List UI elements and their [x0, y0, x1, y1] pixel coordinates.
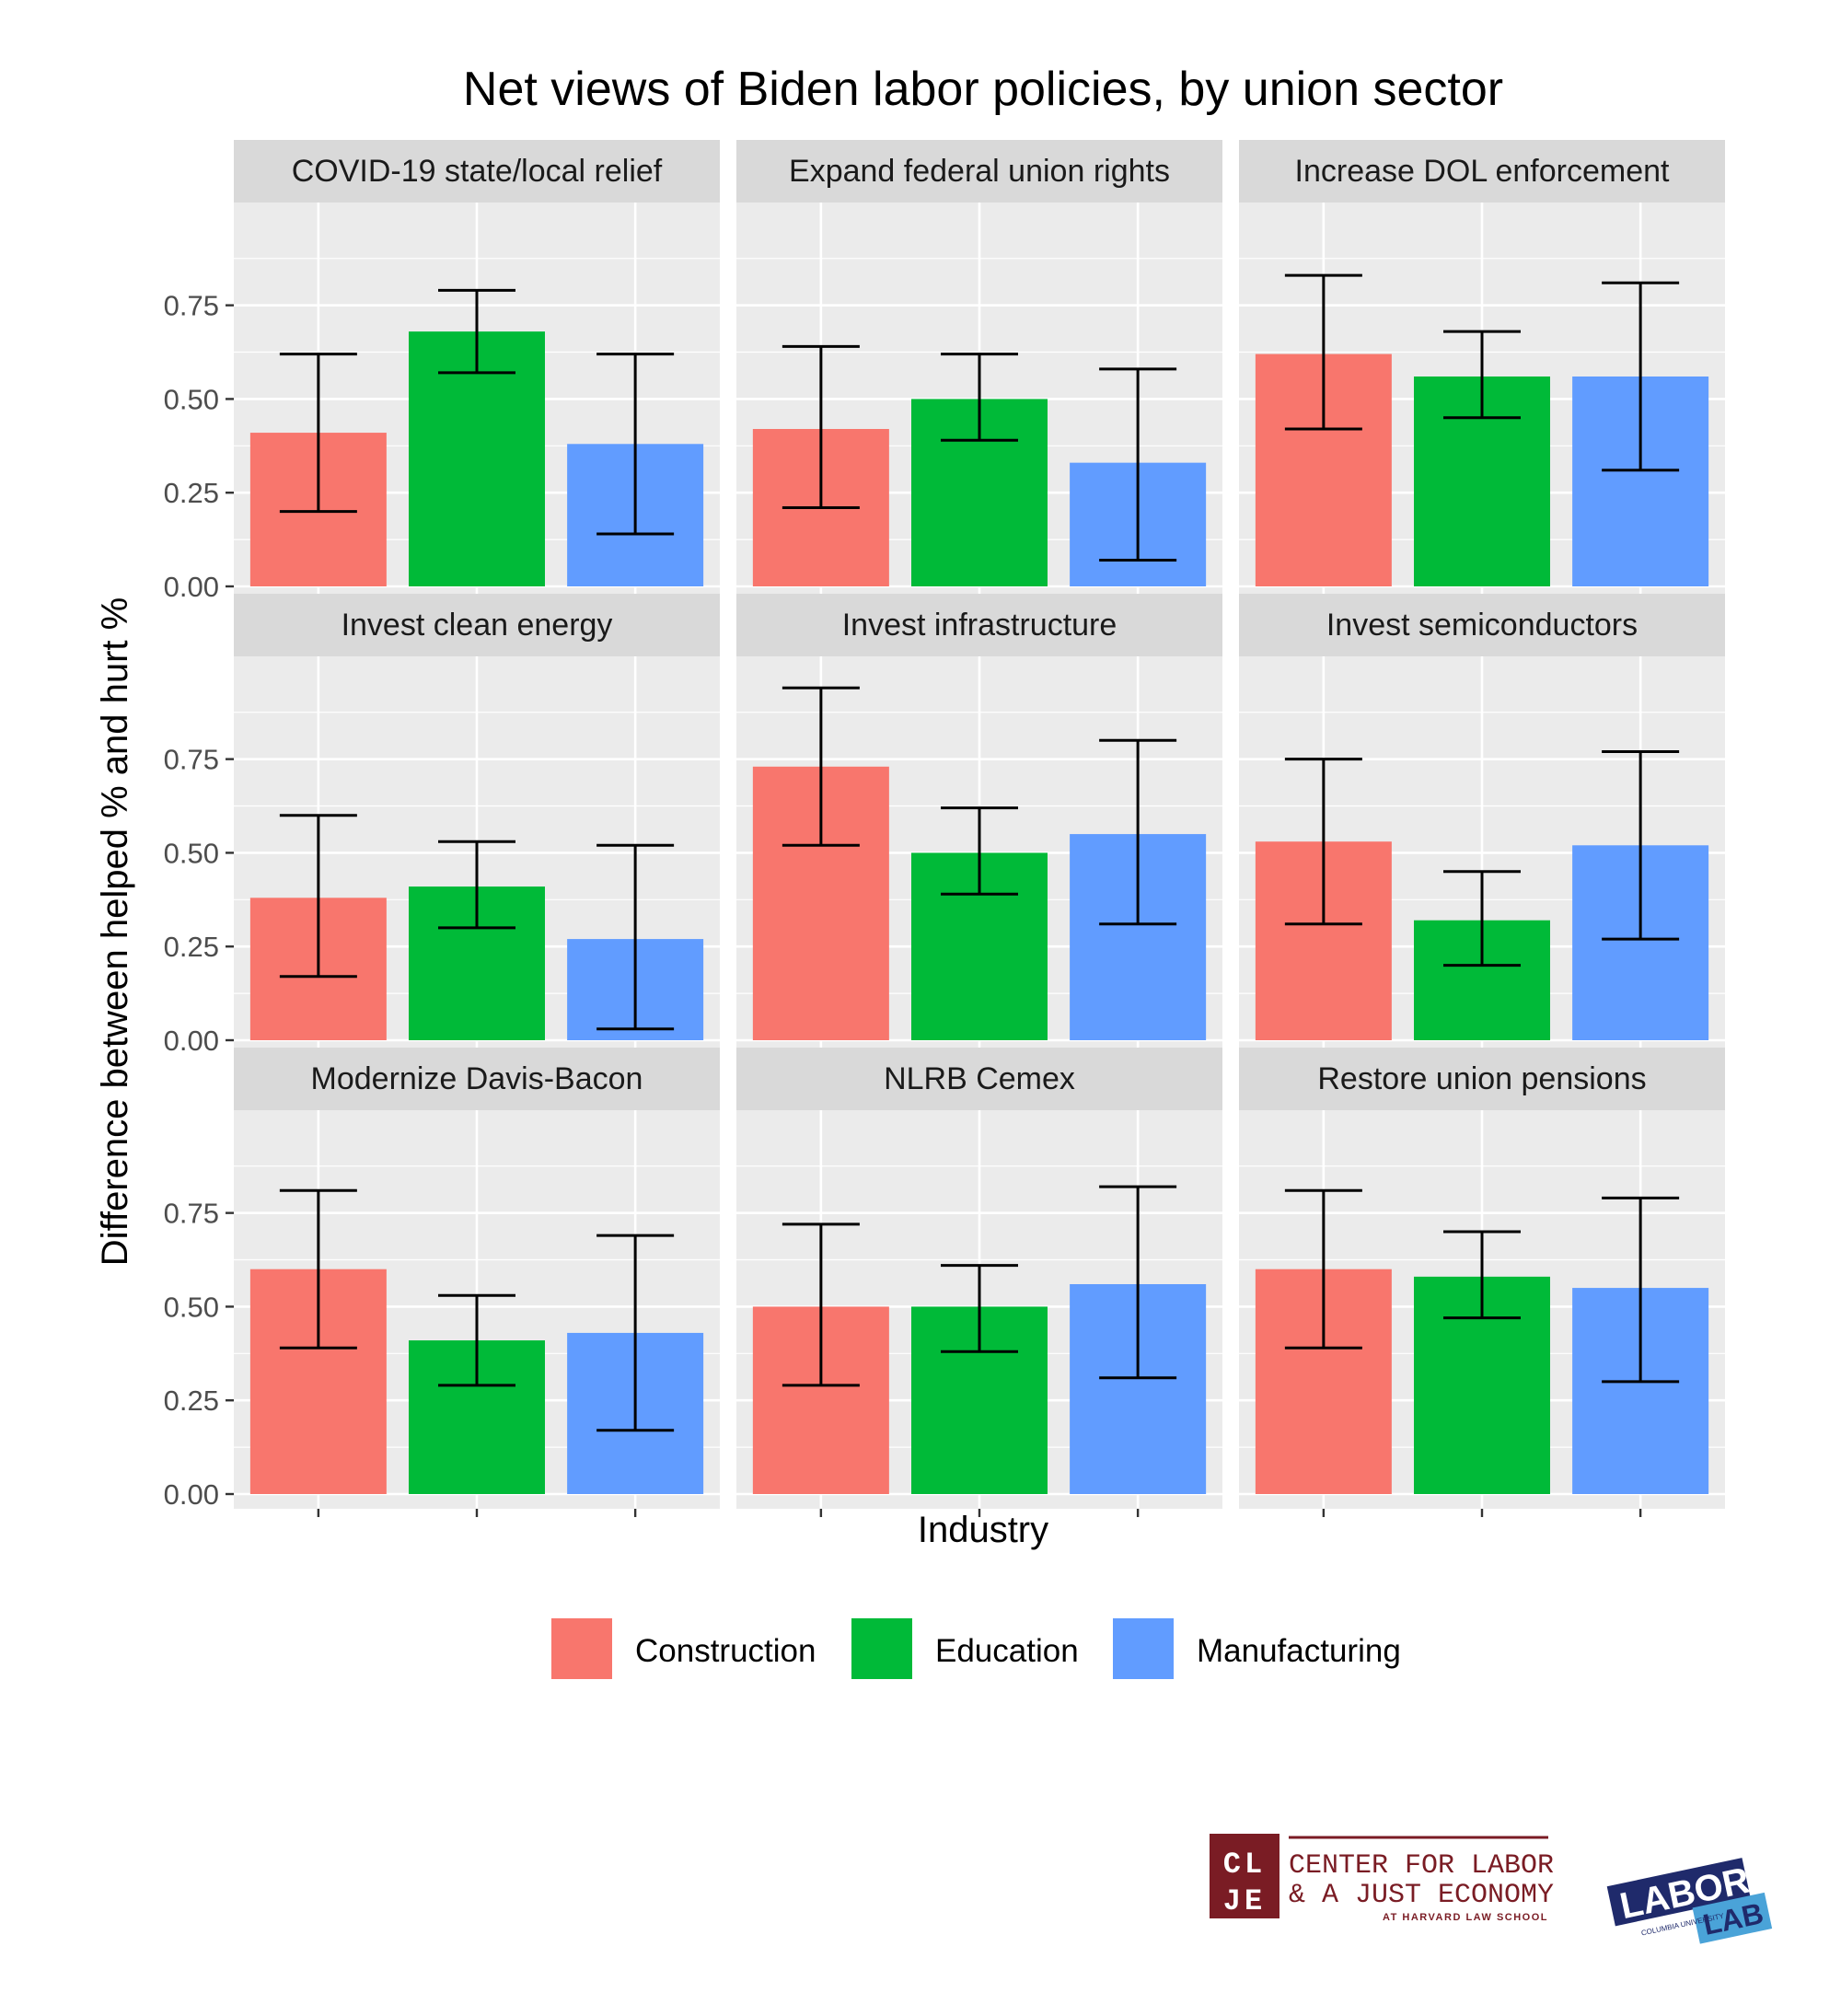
clje-line1: CENTER FOR LABOR: [1289, 1850, 1554, 1882]
error-bar: [1443, 330, 1521, 420]
x-axis-label: Industry: [918, 1510, 1048, 1550]
facet-strip-label: Restore union pensions: [1317, 1061, 1646, 1096]
error-bar: [279, 1188, 357, 1350]
error-bar: [1602, 1196, 1680, 1384]
y-tick-label: 0.50: [164, 1291, 219, 1323]
facet-strip-label: Invest clean energy: [342, 608, 613, 643]
y-tick-label: 0.75: [164, 290, 219, 322]
facet-strip: [1239, 140, 1725, 203]
legend-item-education: Education: [850, 1616, 1079, 1681]
error-bar: [279, 814, 357, 979]
svg-text:JE: JE: [1223, 1884, 1266, 1918]
error-bar: [1099, 1185, 1177, 1380]
y-tick-label: 0.25: [164, 477, 219, 509]
y-tick-label: 0.50: [164, 383, 219, 415]
facet-strip: [736, 594, 1222, 656]
facet-strip: [1239, 1048, 1725, 1110]
facet-panels: COVID-19 state/local relief 0.00 0.25 0.50 0…: [164, 140, 1725, 1517]
facet-strip-label: Invest infrastructure: [842, 608, 1117, 643]
clje-line2: & A JUST ECONOMY: [1289, 1880, 1554, 1911]
y-tick-label: 0.50: [164, 837, 219, 869]
y-tick-label: 0.00: [164, 571, 219, 603]
facet-panel: Increase DOL enforcement: [1239, 140, 1725, 601]
clje-logo: CL JE CENTER FOR LABOR & A JUST ECONOMY …: [1210, 1834, 1554, 1923]
y-tick-label: 0.00: [164, 1025, 219, 1057]
labor-lab-logo: LABOR LAB COLUMBIA UNIVERSITY: [1606, 1858, 1773, 1944]
legend-label: Construction: [635, 1633, 816, 1669]
error-bar: [1284, 758, 1362, 926]
facet-strip: [736, 140, 1222, 203]
svg-text:CL: CL: [1223, 1848, 1266, 1882]
facet-panel: COVID-19 state/local relief 0.00 0.25 0.50 0…: [164, 140, 720, 603]
y-tick-label: 0.75: [164, 1198, 219, 1230]
facet-panel: Modernize Davis-Bacon 0.00 0.25 0.50 0.75: [164, 1048, 720, 1517]
error-bar: [438, 288, 515, 375]
facet-strip-label: Expand federal union rights: [789, 154, 1170, 189]
error-bar: [596, 353, 675, 536]
error-bar: [596, 843, 675, 1031]
facet-panel: NLRB Cemex: [736, 1048, 1222, 1517]
error-bar: [1099, 367, 1177, 562]
clje-logo-mark: [1210, 1834, 1279, 1918]
error-bar: [782, 344, 860, 509]
error-bar: [279, 353, 357, 514]
facet-strip-label: Increase DOL enforcement: [1295, 154, 1670, 189]
error-bar: [1099, 738, 1177, 926]
facet-panel: Restore union pensions: [1239, 1048, 1725, 1517]
error-bar: [438, 840, 515, 930]
error-bar: [941, 806, 1018, 896]
error-bar: [1602, 281, 1680, 472]
facet-strip-label: COVID-19 state/local relief: [292, 154, 663, 189]
error-bar: [782, 1222, 860, 1387]
legend-item-construction: Construction: [550, 1616, 816, 1681]
facet-panel: Invest infrastructure: [736, 594, 1222, 1055]
error-bar: [1443, 870, 1521, 967]
legend-swatch: [850, 1616, 914, 1681]
facet-strip: [1239, 594, 1725, 656]
legend-item-manufacturing: Manufacturing: [1111, 1616, 1401, 1681]
facet-strip: [234, 1048, 720, 1110]
facet-panel: Invest clean energy 0.00 0.25 0.50 0.75: [164, 594, 720, 1057]
legend-swatch: [550, 1616, 614, 1681]
facet-strip: [234, 140, 720, 203]
y-tick-label: 0.25: [164, 1385, 219, 1417]
y-tick-label: 0.25: [164, 931, 219, 963]
error-bar: [782, 686, 860, 847]
error-bar: [1284, 1188, 1362, 1350]
legend: Construction Education Manufacturing: [550, 1616, 1401, 1681]
error-bar: [438, 1293, 515, 1387]
legend-label: Manufacturing: [1197, 1633, 1401, 1669]
facet-strip: [234, 594, 720, 656]
error-bar: [941, 353, 1018, 442]
facet-panel: Expand federal union rights: [736, 140, 1222, 601]
y-axis-label: Difference between helped % and hurt %: [95, 597, 135, 1266]
facet-strip-label: NLRB Cemex: [884, 1061, 1075, 1096]
y-tick-label: 0.00: [164, 1478, 219, 1511]
facet-strip-label: Invest semiconductors: [1326, 608, 1638, 643]
error-bar: [1443, 1230, 1521, 1320]
y-tick-label: 0.75: [164, 744, 219, 776]
legend-swatch: [1111, 1616, 1175, 1681]
error-bar: [1284, 273, 1362, 431]
error-bar: [596, 1234, 675, 1432]
facet-strip: [736, 1048, 1222, 1110]
clje-line3: AT HARVARD LAW SCHOOL: [1383, 1912, 1548, 1923]
facet-strip-label: Modernize Davis-Bacon: [311, 1061, 643, 1096]
error-bar: [941, 1264, 1018, 1353]
chart-title: Net views of Biden labor policies, by un…: [463, 63, 1503, 116]
error-bar: [1602, 750, 1680, 941]
facet-panel: Invest semiconductors: [1239, 594, 1725, 1055]
legend-label: Education: [935, 1633, 1079, 1669]
